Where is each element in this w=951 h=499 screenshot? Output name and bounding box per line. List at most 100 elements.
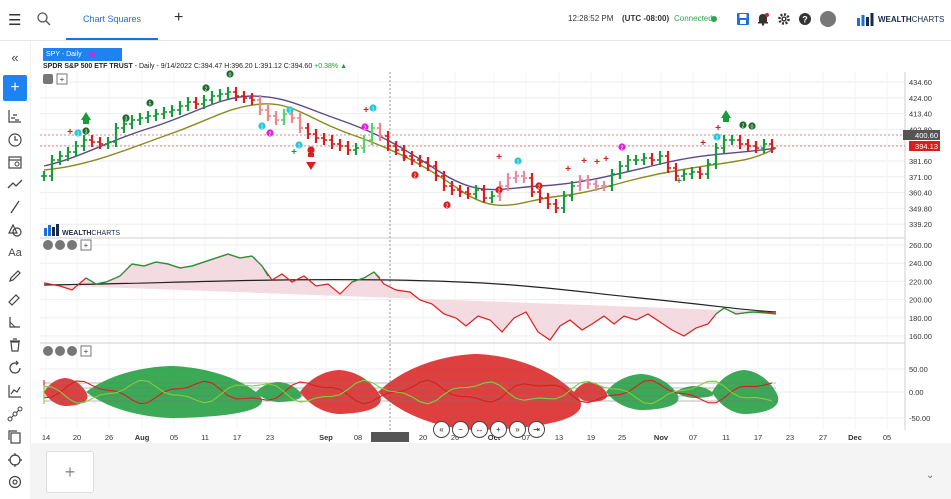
signal-dot: 1	[74, 129, 82, 138]
add-icon[interactable]: +	[3, 75, 27, 101]
symbol-tag[interactable]: SPY - Daily	[43, 48, 122, 61]
signal-dot: 2	[739, 121, 747, 130]
price-bar	[721, 135, 727, 153]
clock-icon[interactable]	[6, 131, 24, 149]
text-tool-icon[interactable]: Aa	[8, 247, 22, 259]
signal-dot: 2	[495, 186, 503, 195]
x-tick-label: 07	[522, 433, 530, 442]
bar-chart-icon[interactable]	[6, 107, 24, 125]
nav-next-button[interactable]: »	[509, 421, 526, 438]
fit-button[interactable]: ↔	[471, 421, 488, 438]
price-bar	[217, 89, 223, 101]
signal-dot: 2	[535, 182, 543, 191]
price-bar	[601, 181, 607, 191]
expand-chevron-icon[interactable]: ⌄	[926, 470, 935, 481]
refresh-icon[interactable]	[6, 359, 24, 377]
svg-text:2: 2	[269, 132, 272, 138]
price-bar	[449, 181, 455, 195]
osc2-ribbon	[86, 366, 263, 418]
signal-dot: 3	[82, 127, 90, 136]
ma-slow-line	[43, 103, 777, 207]
svg-text:1: 1	[716, 136, 719, 142]
price-bar	[569, 181, 575, 201]
calendar-icon[interactable]	[6, 153, 24, 171]
price-bar	[137, 113, 143, 125]
svg-text:394.13: 394.13	[915, 142, 938, 151]
x-tick-label: Aug	[135, 433, 150, 442]
signal-dot: 2	[411, 171, 419, 180]
nav-first-button[interactable]: «	[433, 421, 450, 438]
trash-icon[interactable]	[6, 336, 24, 354]
trend-icon[interactable]	[6, 175, 24, 193]
ohlc-readout: SPDR S&P 500 ETF TRUST - Daily - 9/14/20…	[43, 63, 347, 70]
price-bar	[321, 133, 327, 145]
nodes-icon[interactable]	[6, 405, 24, 423]
moving-averages	[43, 95, 777, 207]
nav-last-button[interactable]: ⇥	[528, 421, 545, 438]
help-icon[interactable]: ?	[798, 12, 812, 26]
signal-dot: 3	[122, 114, 130, 123]
svg-text:2: 2	[414, 174, 417, 180]
price-bar	[113, 123, 119, 147]
crosshair-icon[interactable]	[6, 451, 24, 469]
osc2-line-green	[43, 379, 773, 405]
bell-icon[interactable]	[756, 12, 770, 26]
svg-text:+: +	[60, 75, 65, 84]
zoom-out-button[interactable]: −	[452, 421, 469, 438]
price-bar	[489, 191, 495, 203]
save-icon[interactable]	[736, 12, 750, 26]
plus-marker: +	[603, 154, 609, 165]
price-tag-current: 400.60	[903, 130, 940, 140]
collapse-icon[interactable]: «	[11, 50, 19, 65]
price-bar	[105, 137, 111, 149]
svg-text:2: 2	[621, 146, 624, 152]
signal-dot: 0	[748, 122, 756, 131]
price-tick-label: 424.00	[909, 94, 932, 103]
price-bar	[225, 87, 231, 99]
plus-marker: +	[700, 138, 706, 149]
top-bar: ☰ Chart Squares + 12:28:52 PM (UTC -08:0…	[0, 0, 951, 41]
zoom-in-button[interactable]: +	[490, 421, 507, 438]
price-bar	[377, 123, 383, 141]
oscillator-1	[43, 253, 777, 341]
signal-dot: 0	[226, 70, 234, 79]
settings-alt-icon[interactable]	[6, 473, 24, 491]
user-icon[interactable]	[820, 11, 836, 27]
angle-icon[interactable]	[6, 313, 24, 331]
price-bar	[177, 101, 183, 115]
price-bar	[361, 135, 367, 153]
tab-chart-squares[interactable]: Chart Squares	[66, 0, 158, 40]
line-tool-icon[interactable]	[6, 198, 24, 216]
price-bar	[585, 175, 591, 189]
copy-icon[interactable]	[6, 428, 24, 446]
x-tick-label: 25	[618, 433, 626, 442]
price-bar	[553, 199, 559, 213]
symbol-color-dot	[90, 52, 95, 57]
svg-text:1: 1	[517, 160, 520, 166]
x-tick-label: Oct	[488, 433, 501, 442]
price-bar	[145, 111, 151, 123]
date-tag-bg	[371, 432, 409, 442]
add-panel-button[interactable]: +	[46, 451, 94, 493]
pen-icon[interactable]	[6, 267, 24, 285]
search-icon[interactable]	[36, 11, 52, 27]
x-tick-label: Dec	[848, 433, 862, 442]
shapes-icon[interactable]	[6, 221, 24, 239]
price-tick-label: 402.80	[909, 125, 932, 134]
x-tick-label: 14	[42, 433, 50, 442]
ruler-icon[interactable]	[6, 290, 24, 308]
osc1-tick-label: 220.00	[909, 277, 932, 286]
price-bar	[73, 141, 79, 157]
x-tick-label: Nov	[654, 433, 669, 442]
hamburger-icon[interactable]: ☰	[8, 12, 22, 29]
svg-text:WEALTHCHARTS: WEALTHCHARTS	[62, 230, 120, 237]
price-bar	[529, 173, 535, 197]
plus-marker: +	[402, 153, 408, 164]
gear-icon[interactable]	[777, 12, 791, 26]
chart-line-icon[interactable]	[6, 382, 24, 400]
ma-fast-line	[43, 95, 777, 191]
svg-text:400.60: 400.60	[915, 131, 938, 140]
add-tab-button[interactable]: +	[174, 9, 184, 26]
price-bar	[697, 167, 703, 179]
